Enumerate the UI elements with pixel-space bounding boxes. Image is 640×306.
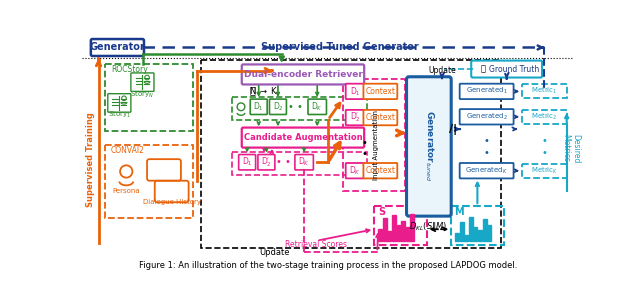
FancyBboxPatch shape	[295, 155, 314, 170]
Text: Story$_1$: Story$_1$	[108, 110, 131, 120]
Bar	[451, 206, 504, 244]
Text: ROCStory: ROCStory	[111, 65, 148, 74]
FancyBboxPatch shape	[460, 163, 513, 178]
Bar	[455, 233, 459, 241]
FancyBboxPatch shape	[460, 109, 513, 125]
Text: 🏆: 🏆	[481, 65, 486, 73]
Text: Generated$_1$: Generated$_1$	[466, 86, 508, 96]
FancyBboxPatch shape	[471, 61, 542, 77]
Bar	[401, 221, 405, 241]
Bar	[232, 152, 367, 175]
Bar	[483, 219, 486, 241]
Text: Context: Context	[365, 166, 396, 175]
Text: $D_{KL}(S\|M)$: $D_{KL}(S\|M)$	[409, 220, 447, 233]
Bar	[374, 206, 427, 244]
Text: Metric$_1$: Metric$_1$	[531, 86, 557, 96]
FancyBboxPatch shape	[91, 39, 144, 56]
FancyBboxPatch shape	[364, 163, 397, 178]
FancyBboxPatch shape	[242, 65, 364, 84]
Text: Story$_N$: Story$_N$	[131, 89, 154, 99]
Text: Supervised Training: Supervised Training	[86, 113, 95, 207]
Bar	[474, 227, 477, 241]
Text: Ground Truth: Ground Truth	[489, 65, 540, 73]
Text: Metric$_2$: Metric$_2$	[531, 112, 557, 122]
Text: Figure 1: An illustration of the two-stage training process in the proposed LAPD: Figure 1: An illustration of the two-sta…	[139, 261, 517, 270]
Text: /|: /|	[449, 124, 457, 135]
FancyBboxPatch shape	[460, 84, 513, 99]
Text: Desired
Metrics: Desired Metrics	[561, 134, 580, 163]
Text: Update: Update	[428, 66, 456, 75]
Text: Context: Context	[365, 87, 396, 96]
Text: D$_2'$: D$_2'$	[349, 111, 360, 124]
Text: Dual-encoder Retriever: Dual-encoder Retriever	[244, 70, 362, 79]
Text: 🔍: 🔍	[250, 86, 255, 95]
Text: Generator$_{tuned}$: Generator$_{tuned}$	[422, 110, 435, 182]
Text: N $\rightarrow$ K: N $\rightarrow$ K	[250, 85, 279, 96]
FancyBboxPatch shape	[308, 99, 326, 114]
Text: • •: • •	[288, 102, 303, 112]
Text: Retrieval Scores: Retrieval Scores	[285, 240, 348, 249]
Bar	[201, 60, 501, 248]
FancyBboxPatch shape	[364, 110, 397, 125]
Text: Dialogue History: Dialogue History	[143, 199, 201, 205]
Text: M: M	[454, 207, 464, 217]
Text: •
•: • •	[541, 136, 547, 158]
Text: D$_1$: D$_1$	[242, 156, 253, 169]
Text: Metric$_K$: Metric$_K$	[531, 166, 558, 176]
FancyBboxPatch shape	[239, 155, 255, 170]
Text: Generated$_2$: Generated$_2$	[466, 112, 508, 122]
FancyBboxPatch shape	[131, 73, 154, 91]
Text: •
•: • •	[484, 136, 490, 158]
Text: D$_K$: D$_K$	[311, 101, 323, 113]
FancyBboxPatch shape	[108, 94, 131, 112]
Text: • •: • •	[276, 157, 291, 167]
Text: Generated$_K$: Generated$_K$	[465, 166, 508, 176]
Text: D$_K$: D$_K$	[349, 164, 361, 177]
Bar	[105, 144, 193, 218]
Bar	[522, 84, 566, 98]
Bar	[383, 218, 387, 241]
Bar	[406, 227, 410, 241]
Text: D$_2'$: D$_2'$	[261, 155, 272, 169]
Text: D$_1$: D$_1$	[349, 85, 360, 98]
Text: Persona: Persona	[113, 188, 140, 194]
FancyBboxPatch shape	[250, 99, 267, 114]
Text: •
•: • •	[361, 138, 367, 159]
Bar	[232, 97, 367, 120]
Bar	[522, 110, 566, 124]
Text: S: S	[378, 207, 385, 217]
Bar	[522, 164, 566, 177]
Text: Generator: Generator	[90, 43, 145, 53]
Bar	[378, 229, 382, 241]
FancyBboxPatch shape	[364, 84, 397, 99]
Bar	[488, 225, 492, 241]
FancyBboxPatch shape	[406, 77, 451, 216]
Text: Update: Update	[259, 248, 289, 257]
Text: D$_K$: D$_K$	[298, 156, 310, 169]
Text: Context: Context	[365, 113, 396, 122]
Text: Candidate Augmentation: Candidate Augmentation	[244, 133, 362, 142]
Text: CONVAI2: CONVAI2	[111, 146, 145, 155]
Text: D$_1$: D$_1$	[253, 101, 264, 113]
FancyBboxPatch shape	[346, 110, 364, 125]
FancyBboxPatch shape	[269, 99, 287, 114]
Bar	[469, 217, 473, 241]
Bar	[344, 79, 405, 191]
Bar	[478, 230, 482, 241]
Bar	[410, 214, 414, 241]
Text: D$_2$: D$_2$	[273, 101, 284, 113]
FancyBboxPatch shape	[242, 128, 364, 147]
Text: Input Augmentation: Input Augmentation	[372, 110, 379, 180]
Bar	[464, 235, 468, 241]
FancyBboxPatch shape	[346, 84, 364, 99]
Bar	[460, 222, 463, 241]
Text: Supervised Tuned Generator: Supervised Tuned Generator	[260, 43, 419, 53]
FancyBboxPatch shape	[346, 163, 364, 178]
Bar	[392, 215, 396, 241]
Bar	[387, 231, 391, 241]
FancyBboxPatch shape	[258, 155, 275, 170]
Bar	[105, 64, 193, 132]
Bar	[397, 225, 401, 241]
